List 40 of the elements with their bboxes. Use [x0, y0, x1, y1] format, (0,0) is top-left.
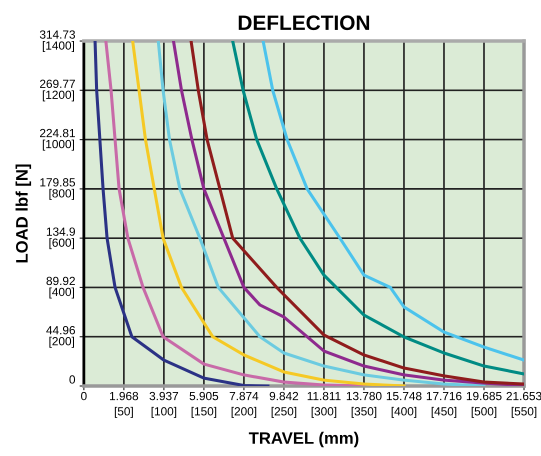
y2-tick-label: 0 — [69, 375, 76, 384]
y-tick-label: [800] — [49, 188, 74, 200]
y2-tick-label: 44.96 — [46, 326, 76, 334]
x2-tick-label: 7.874 — [230, 392, 258, 400]
x2-tick-label: 5.905 — [190, 392, 218, 400]
x-tick-label: [500] — [472, 406, 496, 418]
y-tick-label: [1000] — [42, 140, 74, 151]
y2-tick-label: 314.73 — [40, 30, 76, 39]
y-tick-label: [400] — [49, 287, 74, 298]
y2-tick-label: 179.85 — [40, 178, 76, 187]
y-tick-label: [1400] — [42, 41, 74, 52]
y2-tick-label: 269.77 — [40, 80, 75, 88]
y2-axis-title: LOAD lbf [N] — [16, 164, 32, 262]
x2-tick-label: 19.685 — [466, 392, 502, 400]
x2-tick-label: 13.780 — [346, 392, 382, 400]
x-axis-title: TRAVEL (mm) — [248, 432, 358, 448]
x-tick-label: [150] — [192, 406, 216, 418]
x-tick-label: [100] — [152, 406, 176, 418]
y2-tick-label: 134.9 — [46, 227, 75, 236]
x-tick-label: [200] — [232, 406, 256, 418]
x2-tick-label: 17.716 — [426, 392, 462, 400]
x-tick-label: [400] — [392, 406, 416, 418]
x-tick-label: [300] — [312, 406, 336, 418]
x-tick-label: [450] — [432, 406, 456, 418]
y-tick-label: [600] — [49, 238, 74, 250]
x-tick-label: [350] — [352, 406, 376, 418]
x2-tick-label: 15.748 — [386, 392, 422, 400]
x2-tick-label: 11.811 — [308, 392, 341, 400]
y2-tick-label: 224.81 — [40, 128, 75, 138]
x2-tick-label: 9.842 — [270, 392, 298, 400]
y-tick-label: [200] — [49, 336, 74, 348]
y-tick-label: [1200] — [42, 90, 74, 102]
x-tick-label: [250] — [272, 406, 296, 418]
x2-tick-label: 1.968 — [110, 392, 138, 400]
x-tick-label: [550] — [512, 406, 536, 418]
x-tick-label: [50] — [114, 406, 133, 418]
x2-tick-label: 0 — [81, 392, 87, 400]
y2-tick-label: 89.92 — [46, 276, 75, 286]
chart-title: DEFLECTION — [238, 15, 370, 30]
x2-tick-label: 3.937 — [150, 392, 178, 400]
